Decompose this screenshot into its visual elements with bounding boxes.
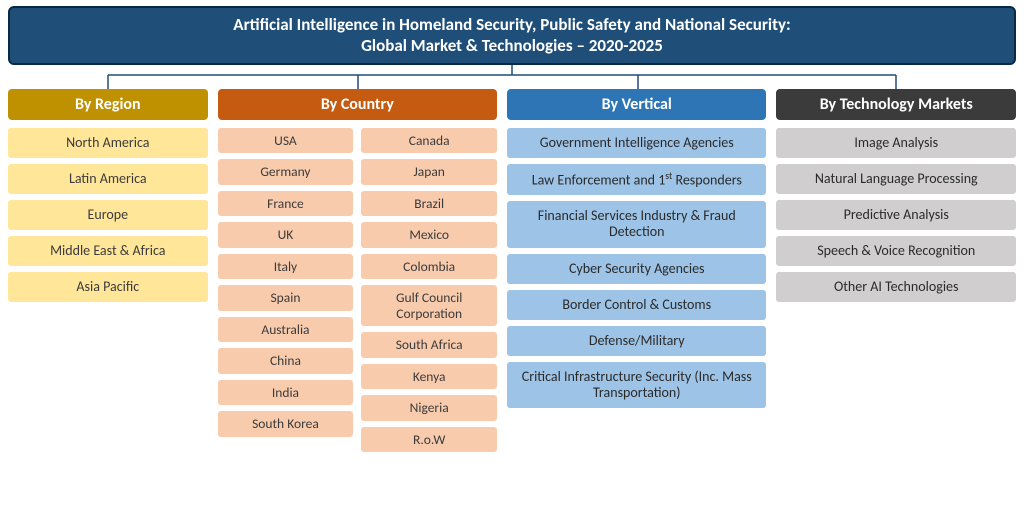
region-item: Asia Pacific [8, 272, 208, 302]
vertical-item: Government Intelligence Agencies [507, 128, 766, 158]
country-item: South Korea [218, 411, 354, 437]
country-subcol-2: Canada Japan Brazil Mexico Colombia Gulf Coun… [361, 128, 497, 459]
country-item: Nigeria [361, 395, 497, 421]
title-bar: Artificial Intelligence in Homeland Secu… [8, 6, 1016, 65]
tech-item: Natural Language Processing [776, 164, 1016, 194]
country-item: UK [218, 222, 354, 248]
country-item: Australia [218, 317, 354, 343]
column-region: By Region North America Latin America Euro… [8, 89, 208, 308]
country-item: South Africa [361, 332, 497, 358]
title-line2: Global Market & Technologies – 2020-2025 [20, 35, 1004, 56]
country-item: Kenya [361, 364, 497, 390]
country-item: France [218, 191, 354, 217]
tech-item: Other AI Technologies [776, 272, 1016, 302]
column-tech: By Technology Markets Image Analysis Natu… [776, 89, 1016, 308]
country-item: R.o.W [361, 427, 497, 453]
country-item: USA [218, 128, 354, 154]
vertical-item: Cyber Security Agencies [507, 254, 766, 284]
vertical-item: Law Enforcement and 1st Responders [507, 164, 766, 196]
tech-item: Speech & Voice Recognition [776, 236, 1016, 266]
region-item: Middle East & Africa [8, 236, 208, 266]
region-item: Latin America [8, 164, 208, 194]
region-item: North America [8, 128, 208, 158]
country-item: Colombia [361, 254, 497, 280]
country-item: Germany [218, 159, 354, 185]
header-region: By Region [8, 89, 208, 120]
region-item: Europe [8, 200, 208, 230]
country-item: China [218, 348, 354, 374]
header-tech: By Technology Markets [776, 89, 1016, 120]
country-item: Canada [361, 128, 497, 154]
header-country: By Country [218, 89, 497, 120]
header-vertical: By Vertical [507, 89, 766, 120]
column-country: By Country USA Germany France UK Italy Spain A… [218, 89, 497, 459]
country-item: Japan [361, 159, 497, 185]
country-item: Brazil [361, 191, 497, 217]
country-item: Spain [218, 285, 354, 311]
vertical-item: Critical Infrastructure Security (Inc. M… [507, 362, 766, 408]
vertical-item: Defense/Military [507, 326, 766, 356]
country-subcol-1: USA Germany France UK Italy Spain Australia Chi… [218, 128, 354, 459]
columns-container: By Region North America Latin America Euro… [0, 89, 1024, 459]
country-item: Gulf Council Corporation [361, 285, 497, 326]
country-item: India [218, 380, 354, 406]
title-line1: Artificial Intelligence in Homeland Secu… [20, 14, 1004, 35]
vertical-item: Financial Services Industry & Fraud Dete… [507, 201, 766, 247]
vertical-item: Border Control & Customs [507, 290, 766, 320]
country-item: Mexico [361, 222, 497, 248]
column-vertical: By Vertical Government Intelligence Agen… [507, 89, 766, 415]
tech-item: Predictive Analysis [776, 200, 1016, 230]
country-item: Italy [218, 254, 354, 280]
tech-item: Image Analysis [776, 128, 1016, 158]
connector-lines [8, 65, 1016, 89]
